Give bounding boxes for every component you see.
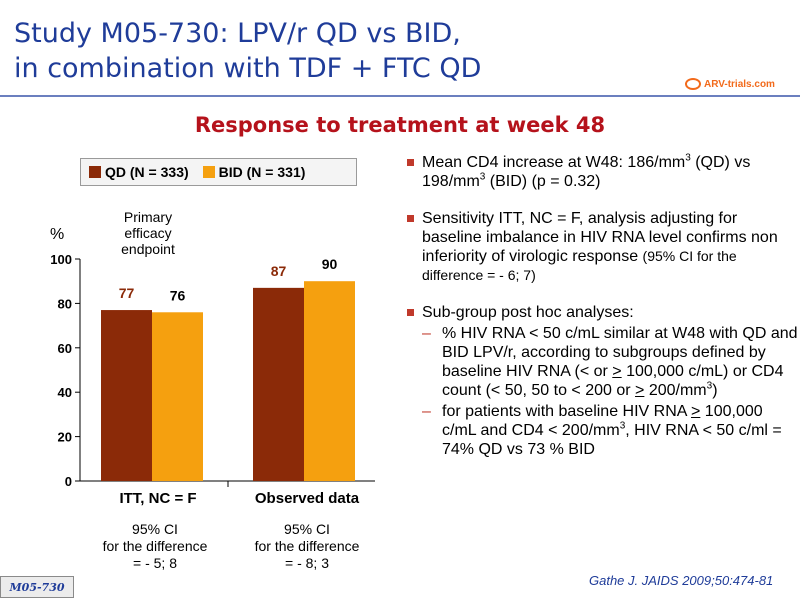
cd4-text-a: Mean CD4 increase at W48: 186/mm xyxy=(422,154,686,171)
findings-list: Mean CD4 increase at W48: 186/mm3 (QD) v… xyxy=(405,153,800,477)
ci-observed-line-2: for the difference xyxy=(254,538,360,554)
logo-ring-icon xyxy=(685,78,701,90)
data-label: 77 xyxy=(119,285,135,301)
cd4-sup-b: 3 xyxy=(479,171,486,183)
y-tick-label: 0 xyxy=(65,474,72,489)
y-tick-label: 60 xyxy=(58,341,72,356)
legend-swatch-qd xyxy=(89,166,101,178)
sub2-u: > xyxy=(691,403,701,420)
slide-title: Study M05-730: LPV/r QD vs BID, in combi… xyxy=(14,16,481,86)
subgroup-item-1: –% HIV RNA < 50 c/mL similar at W48 with… xyxy=(422,324,800,400)
sub2-b: 100,000 c/mL and CD4 < 200/mm xyxy=(442,403,763,439)
sub2-c: , HIV RNA < 50 c/ml = 74% QD vs 73 % BID xyxy=(442,422,782,458)
y-tick-label: 100 xyxy=(50,252,72,267)
bullet-sensitivity: Sensitivity ITT, NC = F, analysis adjust… xyxy=(405,209,800,285)
y-axis-label: % xyxy=(50,226,65,243)
sensitivity-text: Sensitivity ITT, NC = F, analysis adjust… xyxy=(422,210,778,265)
primary-endpoint-annotation: Primary efficacy endpoint xyxy=(103,209,193,257)
annotation-line-1: Primary xyxy=(123,209,173,225)
ci-itt-line-3: = - 5; 8 xyxy=(133,555,177,571)
logo-text: ARV-trials.com xyxy=(704,78,775,90)
ci-observed: 95% CI for the difference = - 8; 3 xyxy=(232,521,382,572)
subgroup-item-2: – for patients with baseline HIV RNA > 10… xyxy=(422,402,800,459)
bullet-subgroup: Sub-group post hoc analyses: –% HIV RNA … xyxy=(405,303,800,459)
title-divider xyxy=(0,95,800,97)
annotation-line-3: endpoint xyxy=(121,241,175,257)
title-line-1: Study M05-730: LPV/r QD vs BID, xyxy=(14,18,461,49)
sub1-d: ) xyxy=(712,382,718,399)
ci-observed-line-3: = - 8; 3 xyxy=(285,555,329,571)
dash-icon: – xyxy=(422,325,431,342)
bullet-cd4: Mean CD4 increase at W48: 186/mm3 (QD) v… xyxy=(405,153,800,191)
y-tick-label: 40 xyxy=(58,385,72,400)
ci-observed-line-1: 95% CI xyxy=(284,521,330,537)
title-line-2: in combination with TDF + FTC QD xyxy=(14,53,482,84)
cd4-sup-a: 3 xyxy=(685,152,691,164)
y-tick-label: 80 xyxy=(58,296,72,311)
sub1-u1: > xyxy=(612,363,622,380)
legend-item-bid: BID (N = 331) xyxy=(202,164,306,180)
bar-qd-1 xyxy=(253,287,304,481)
sub1-b: 100,000 c/mL) or CD4 count (< 50, 50 to … xyxy=(442,363,784,399)
sub1-c: 200/mm xyxy=(644,382,707,399)
legend-label-bid: BID (N = 331) xyxy=(218,164,306,180)
cd4-text-c: (BID) (p = 0.32) xyxy=(485,173,601,190)
bar-bid-1 xyxy=(304,281,355,481)
sub1-u2: > xyxy=(635,382,645,399)
data-label: 87 xyxy=(271,263,287,279)
study-badge: M05-730 xyxy=(0,576,74,598)
dash-icon: – xyxy=(422,403,431,420)
ci-itt-line-1: 95% CI xyxy=(132,521,178,537)
chart-legend: QD (N = 333) BID (N = 331) xyxy=(80,158,357,186)
bar-qd-0 xyxy=(101,310,152,481)
sub1-sup: 3 xyxy=(706,380,713,392)
sub2-sup: 3 xyxy=(619,420,626,432)
cd4-text-b: (QD) vs 198/mm xyxy=(422,154,751,190)
ci-itt-line-2: for the difference xyxy=(102,538,208,554)
y-tick-label: 20 xyxy=(58,430,72,445)
reference-citation: Gathe J. JAIDS 2009;50:474-81 xyxy=(589,573,774,588)
sub2-a: for patients with baseline HIV RNA xyxy=(442,403,692,420)
bar-bid-0 xyxy=(152,312,203,481)
legend-item-qd: QD (N = 333) xyxy=(89,164,189,180)
sensitivity-ci: (95% CI for the difference = - 6; 7) xyxy=(422,248,737,283)
x-label-itt: ITT, NC = F xyxy=(119,490,197,507)
data-label: 76 xyxy=(170,287,186,303)
subgroup-heading: Sub-group post hoc analyses: xyxy=(422,304,634,321)
ci-itt: 95% CI for the difference = - 5; 8 xyxy=(80,521,230,572)
sub1-a: % HIV RNA < 50 c/mL similar at W48 with … xyxy=(442,325,798,380)
slide-subtitle: Response to treatment at week 48 xyxy=(194,113,606,137)
legend-label-qd: QD (N = 333) xyxy=(105,164,189,180)
x-label-observed: Observed data xyxy=(254,490,360,507)
data-label: 90 xyxy=(322,256,338,272)
legend-swatch-bid xyxy=(202,166,215,178)
arv-trials-logo: ARV-trials.com xyxy=(685,78,775,90)
annotation-line-2: efficacy xyxy=(124,225,172,241)
